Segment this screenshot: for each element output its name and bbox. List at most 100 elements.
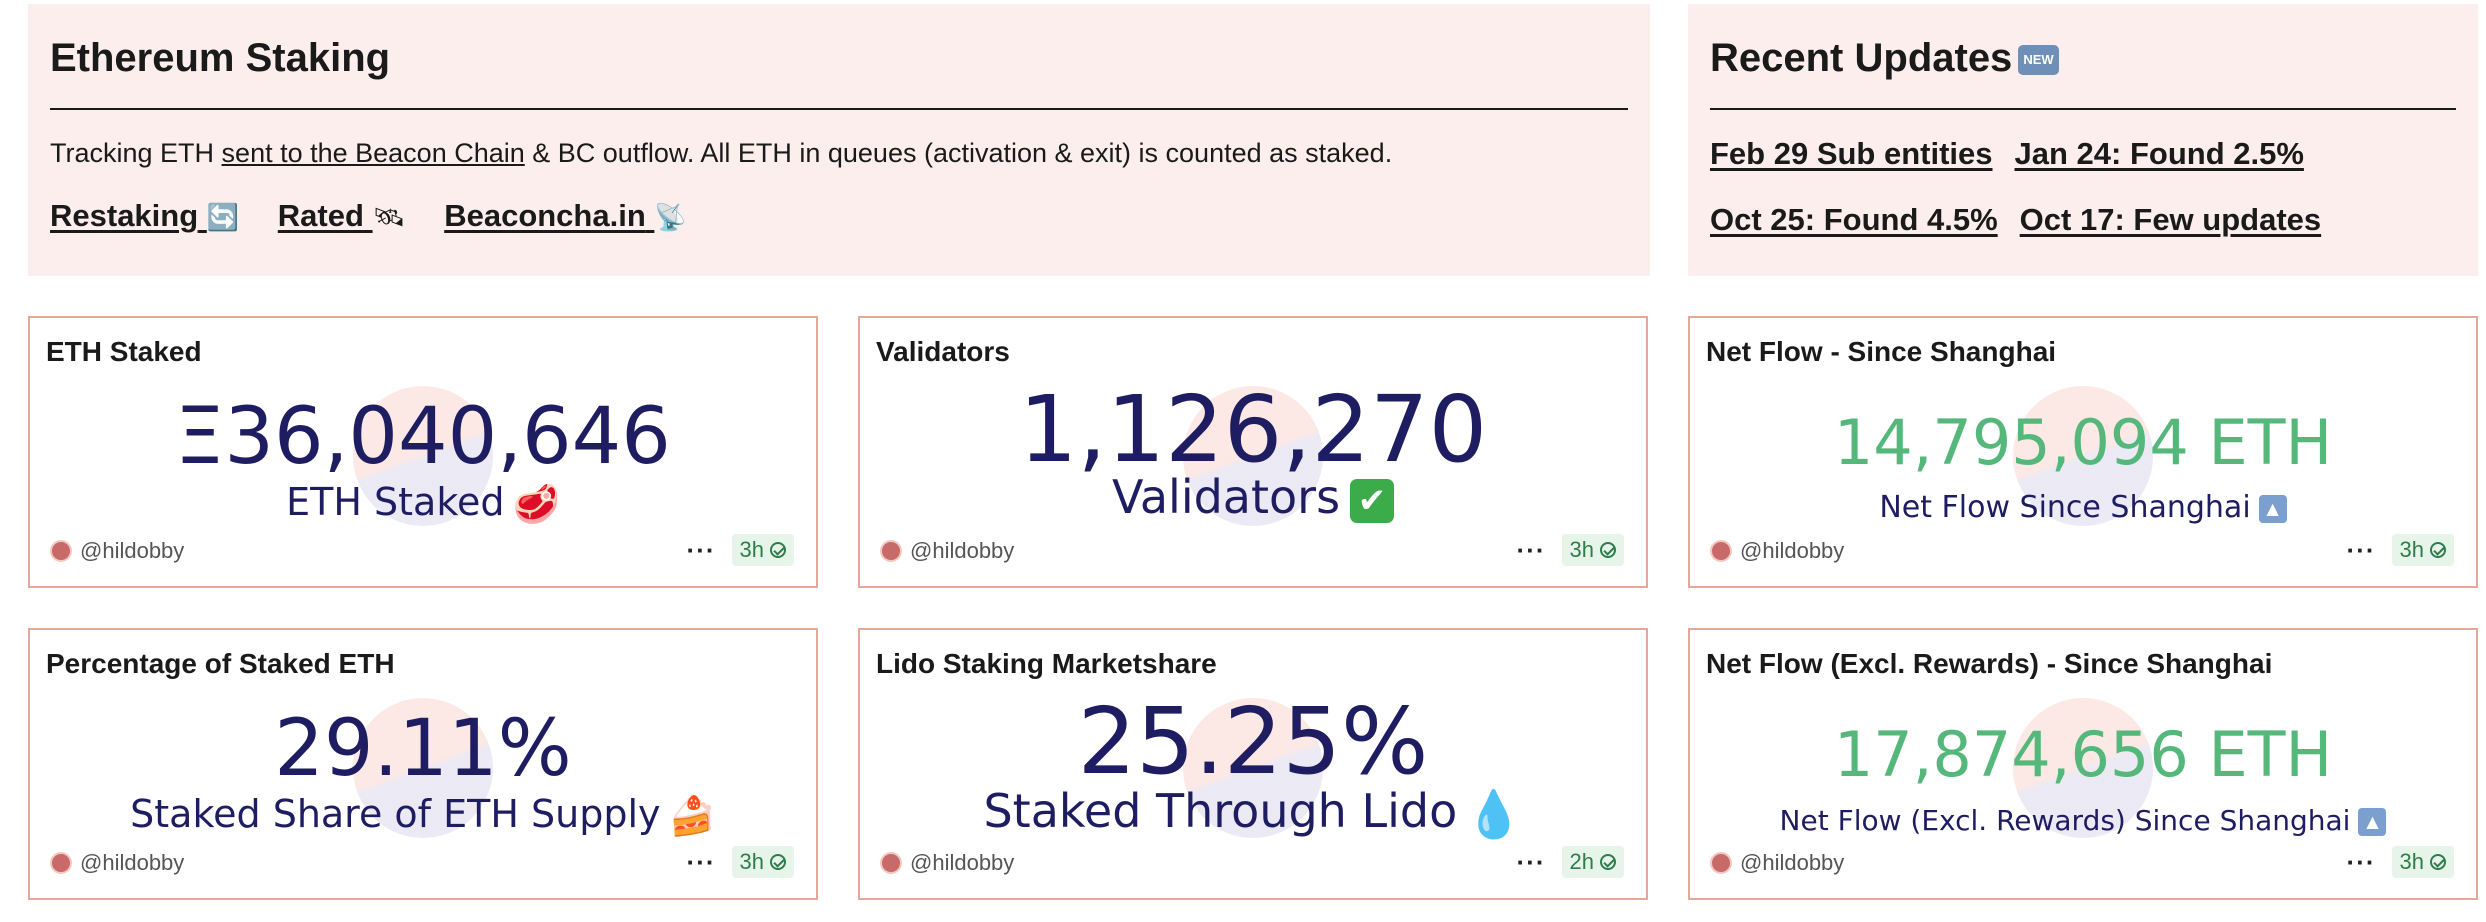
- author[interactable]: @hildobby: [880, 850, 1014, 876]
- freshness-badge: 3h: [1561, 534, 1624, 566]
- author[interactable]: @hildobby: [50, 850, 184, 876]
- validators-label: Validators ✔: [860, 470, 1646, 524]
- validators-value: 1,126,270: [1018, 376, 1488, 483]
- author-name: @hildobby: [1740, 850, 1845, 875]
- avatar: [880, 852, 902, 874]
- updates-row-1: Feb 29 Sub entities Jan 24: Found 2.5%: [1710, 136, 2456, 172]
- card-title: Validators: [876, 336, 1010, 367]
- check-circle-icon: [1600, 854, 1616, 870]
- avatar: [50, 852, 72, 874]
- avatar: [1710, 852, 1732, 874]
- author[interactable]: @hildobby: [880, 538, 1014, 564]
- check-circle-icon: [2430, 542, 2446, 558]
- check-circle-icon: [1600, 542, 1616, 558]
- author-name: @hildobby: [80, 850, 185, 875]
- eth-staked-label: ETH Staked 🥩: [30, 480, 816, 527]
- author-name: @hildobby: [1740, 538, 1845, 563]
- more-options-icon[interactable]: ···: [1516, 535, 1546, 565]
- net-flow-excl-rewards-card: Net Flow (Excl. Rewards) - Since Shangha…: [1688, 628, 2478, 900]
- net-flow-excl-value: 17,874,656 ETH: [1833, 718, 2333, 791]
- card-footer-right: ··· 3h: [687, 846, 794, 878]
- net-flow-label-text: Net Flow Since Shanghai: [1879, 490, 2251, 525]
- net-flow-card: Net Flow - Since Shanghai 14,795,094 ETH…: [1688, 316, 2478, 588]
- card-footer-right: ··· 2h: [1517, 846, 1624, 878]
- watermark-logo-icon: [353, 698, 493, 838]
- author[interactable]: @hildobby: [1710, 538, 1844, 564]
- page-title: Ethereum Staking: [50, 36, 391, 80]
- card-footer-right: ··· 3h: [2347, 534, 2454, 566]
- avatar: [1710, 540, 1732, 562]
- author-name: @hildobby: [910, 850, 1015, 875]
- age-text: 3h: [739, 537, 764, 562]
- percentage-staked-value: 29.11%: [274, 704, 572, 794]
- freshness-badge: 2h: [1561, 846, 1624, 878]
- more-options-icon[interactable]: ···: [686, 847, 716, 877]
- beaconchain-label: Beaconcha.in: [444, 198, 646, 233]
- restaking-label: Restaking: [50, 198, 199, 233]
- lido-marketshare-card: Lido Staking Marketshare 25.25% Staked T…: [858, 628, 1648, 900]
- freshness-badge: 3h: [731, 846, 794, 878]
- age-text: 3h: [739, 849, 764, 874]
- author-name: @hildobby: [910, 538, 1015, 563]
- lido-marketshare-label: Staked Through Lido 💧: [860, 784, 1646, 842]
- updates-panel: Recent Updates NEW Feb 29 Sub entities Jan…: [1688, 4, 2478, 276]
- age-text: 2h: [1569, 849, 1594, 874]
- net-flow-excl-label-text: Net Flow (Excl. Rewards) Since Shanghai: [1779, 804, 2351, 837]
- card-title: Percentage of Staked ETH: [46, 648, 395, 679]
- check-circle-icon: [770, 542, 786, 558]
- author-name: @hildobby: [80, 538, 185, 563]
- eth-staked-value: Ξ36,040,646: [175, 392, 671, 482]
- card-title: Net Flow (Excl. Rewards) - Since Shangha…: [1706, 648, 2273, 679]
- updates-divider: [1710, 108, 2456, 110]
- update-link-oct17[interactable]: Oct 17: Few updates: [2019, 202, 2322, 237]
- updates-title-text: Recent Updates: [1710, 36, 2013, 80]
- freshness-badge: 3h: [2391, 534, 2454, 566]
- author[interactable]: @hildobby: [50, 538, 184, 564]
- up-arrow-icon: ▲: [2258, 494, 2287, 523]
- more-options-icon[interactable]: ···: [1516, 847, 1546, 877]
- watermark-logo-icon: [1183, 386, 1323, 526]
- resource-links: Restaking 🔄 Rated 🛰 Beaconcha.in 📡: [50, 198, 1628, 234]
- card-title: Lido Staking Marketshare: [876, 648, 1217, 679]
- more-options-icon[interactable]: ···: [2346, 535, 2376, 565]
- author[interactable]: @hildobby: [1710, 850, 1844, 876]
- age-text: 3h: [2399, 849, 2424, 874]
- intro-panel: Ethereum Staking Tracking ETH sent to th…: [28, 4, 1650, 276]
- watermark-logo-icon: [2013, 698, 2153, 838]
- card-title: ETH Staked: [46, 336, 202, 367]
- updates-title: Recent Updates NEW: [1710, 4, 2456, 90]
- more-options-icon[interactable]: ···: [686, 535, 716, 565]
- percentage-staked-label-text: Staked Share of ETH Supply: [130, 792, 661, 836]
- arrows-cycle-icon: 🔄: [206, 202, 240, 233]
- droplet-icon: 💧: [1465, 787, 1523, 841]
- meat-icon: 🥩: [512, 482, 560, 526]
- net-flow-label: Net Flow Since Shanghai ▲: [1690, 490, 2476, 525]
- satellite-icon: 🛰: [372, 202, 406, 233]
- lido-marketshare-value: 25.25%: [1077, 688, 1429, 795]
- rated-link[interactable]: Rated 🛰: [278, 198, 406, 234]
- check-circle-icon: [2430, 854, 2446, 870]
- percentage-staked-card: Percentage of Staked ETH 29.11% Staked S…: [28, 628, 818, 900]
- beacon-chain-link[interactable]: sent to the Beacon Chain: [221, 138, 525, 168]
- update-link-feb29[interactable]: Feb 29 Sub entities: [1710, 136, 1993, 171]
- up-arrow-icon: ▲: [2358, 808, 2387, 836]
- updates-row-2: Oct 25: Found 4.5% Oct 17: Few updates: [1710, 202, 2456, 238]
- watermark-logo-icon: [353, 386, 493, 526]
- intro-description: Tracking ETH sent to the Beacon Chain & …: [50, 136, 1628, 170]
- beaconchain-link[interactable]: Beaconcha.in 📡: [444, 198, 687, 234]
- eth-staked-label-text: ETH Staked: [286, 480, 505, 524]
- update-link-jan24[interactable]: Jan 24: Found 2.5%: [2014, 136, 2304, 171]
- new-icon: NEW: [2018, 45, 2059, 76]
- watermark-logo-icon: [2013, 386, 2153, 526]
- more-options-icon[interactable]: ···: [2346, 847, 2376, 877]
- watermark-logo-icon: [1183, 698, 1323, 838]
- net-flow-excl-label: Net Flow (Excl. Rewards) Since Shanghai ▲: [1690, 804, 2476, 837]
- update-link-oct25[interactable]: Oct 25: Found 4.5%: [1710, 202, 1998, 237]
- rated-label: Rated: [277, 198, 364, 233]
- avatar: [50, 540, 72, 562]
- card-title: Net Flow - Since Shanghai: [1706, 336, 2057, 367]
- freshness-badge: 3h: [2391, 846, 2454, 878]
- cake-icon: 🍰: [668, 794, 716, 838]
- age-text: 3h: [1569, 537, 1594, 562]
- restaking-link[interactable]: Restaking 🔄: [50, 198, 239, 234]
